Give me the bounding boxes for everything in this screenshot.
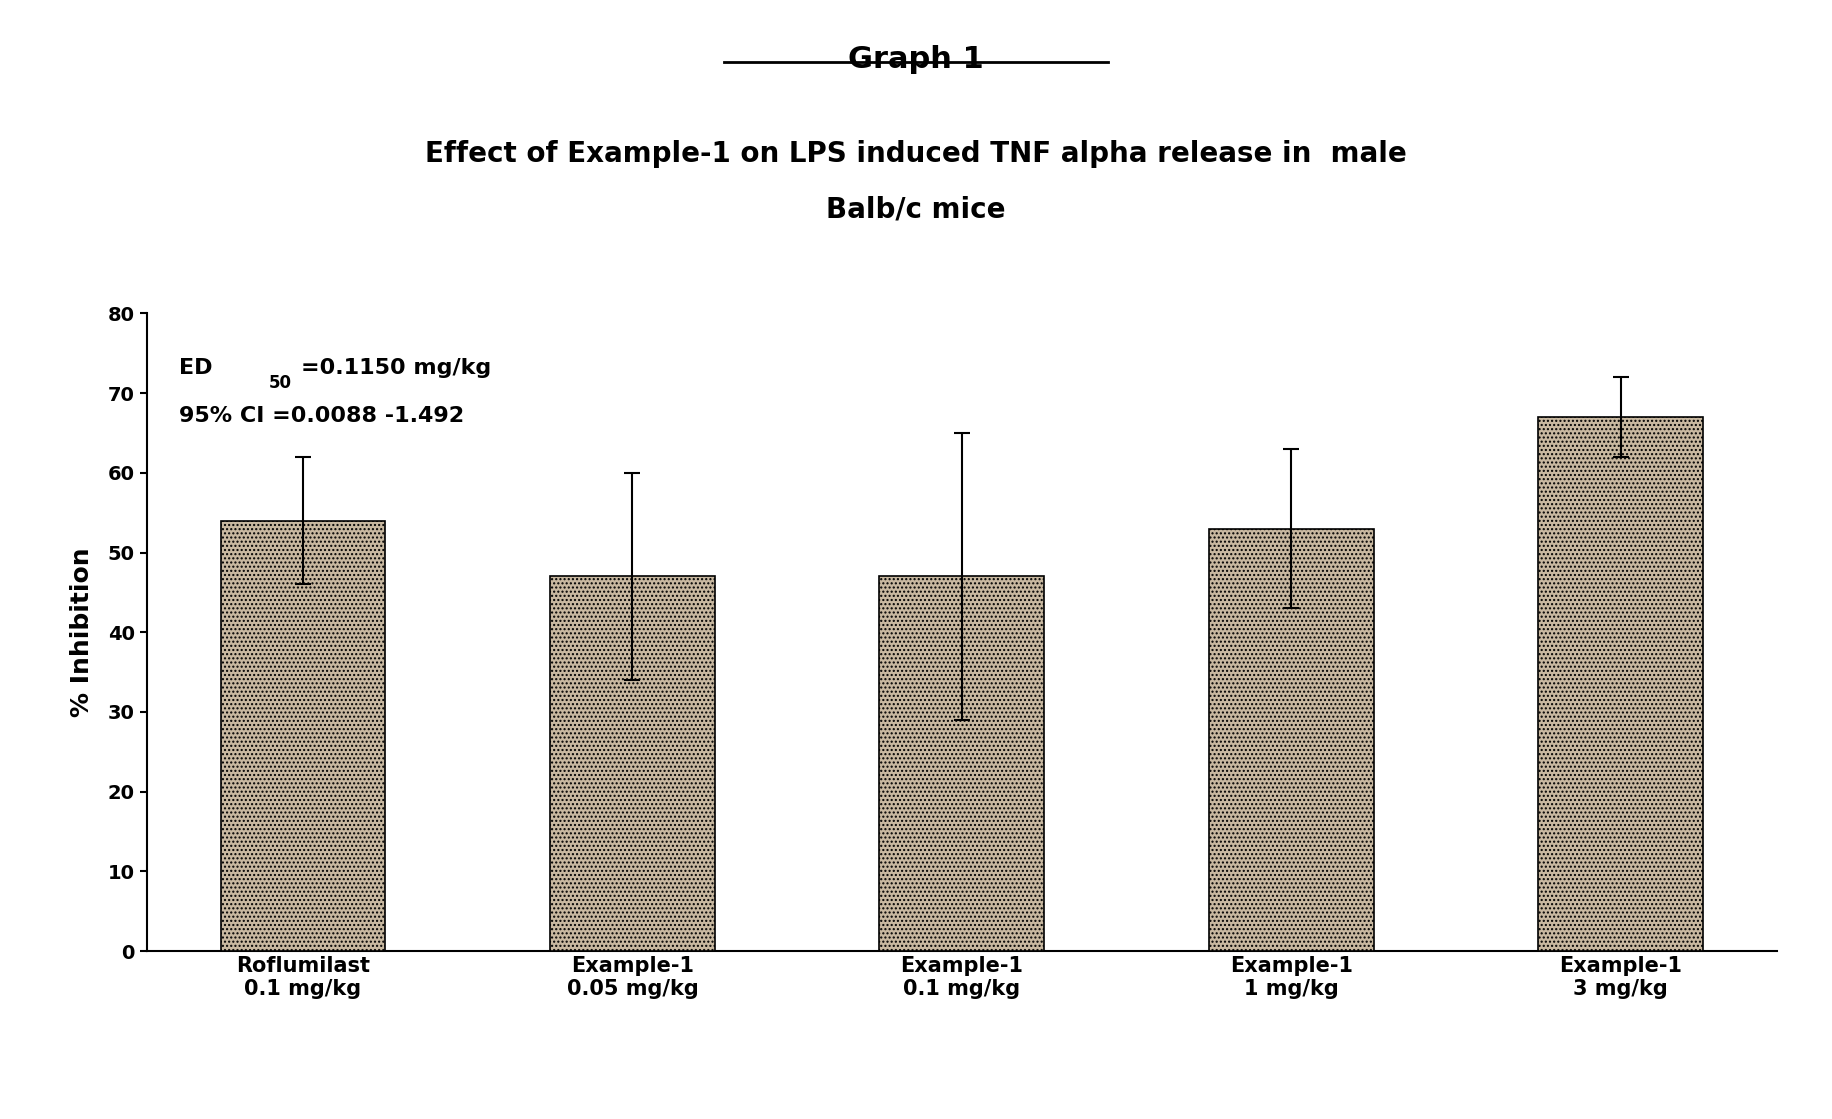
Text: =0.1150 mg/kg: =0.1150 mg/kg [302,358,491,378]
Bar [1209,528,1374,951]
Bar [550,576,714,951]
Bar [1539,417,1704,951]
Text: Graph 1: Graph 1 [848,45,984,74]
Bar [220,520,385,951]
Text: 50: 50 [269,374,291,392]
Text: Balb/c mice: Balb/c mice [826,196,1006,224]
Y-axis label: % Inhibition: % Inhibition [70,547,93,717]
Text: Effect of Example-1 on LPS induced TNF alpha release in  male: Effect of Example-1 on LPS induced TNF a… [425,140,1407,168]
Text: ED: ED [180,358,213,378]
Text: 95% CI =0.0088 -1.492: 95% CI =0.0088 -1.492 [180,406,463,426]
Bar [879,576,1044,951]
